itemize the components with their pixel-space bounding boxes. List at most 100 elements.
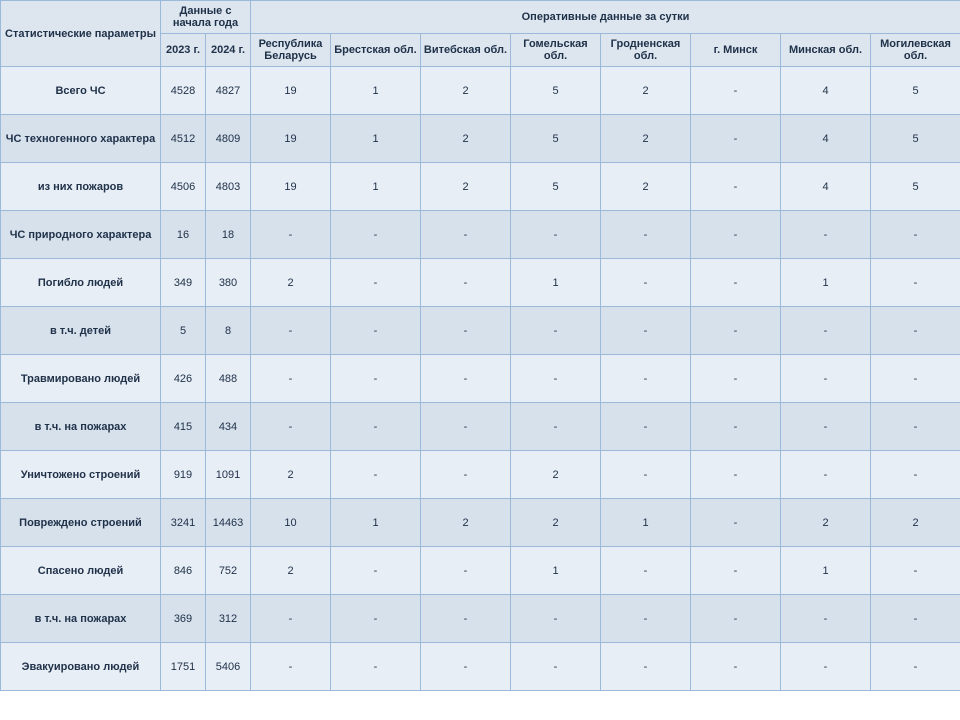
cell-region: - [601,451,691,499]
cell-region: - [511,595,601,643]
cell-region: 5 [511,67,601,115]
cell-year1: 846 [161,547,206,595]
header-year1: 2023 г. [161,34,206,67]
table-row: в т.ч. на пожарах415434-------- [1,403,960,451]
cell-region: - [601,259,691,307]
cell-region: 2 [511,499,601,547]
cell-year2: 1091 [206,451,251,499]
cell-region: - [691,643,781,691]
cell-year2: 8 [206,307,251,355]
cell-region: - [601,547,691,595]
cell-year1: 426 [161,355,206,403]
row-label: Уничтожено строений [1,451,161,499]
cell-year1: 4528 [161,67,206,115]
cell-region: 10 [251,499,331,547]
cell-region: 2 [781,499,871,547]
cell-region: - [601,403,691,451]
table-row: Спасено людей8467522--1--1- [1,547,960,595]
cell-region: - [331,211,421,259]
row-label: Погибло людей [1,259,161,307]
cell-year2: 380 [206,259,251,307]
table-row: Эвакуировано людей17515406-------- [1,643,960,691]
cell-region: - [511,307,601,355]
cell-region: 19 [251,163,331,211]
header-region-0: Республика Беларусь [251,34,331,67]
header-region-5: г. Минск [691,34,781,67]
table-row: Всего ЧС45284827191252-45 [1,67,960,115]
cell-region: - [691,115,781,163]
cell-region: 1 [511,259,601,307]
cell-region: 2 [601,67,691,115]
cell-region: - [251,643,331,691]
table-row: ЧС техногенного характера45124809191252-… [1,115,960,163]
cell-year2: 4809 [206,115,251,163]
cell-year1: 16 [161,211,206,259]
cell-region: - [691,499,781,547]
cell-region: 1 [331,499,421,547]
cell-region: - [331,307,421,355]
cell-region: 1 [331,163,421,211]
cell-year2: 18 [206,211,251,259]
cell-region: - [251,307,331,355]
table-row: из них пожаров45064803191252-45 [1,163,960,211]
cell-year1: 349 [161,259,206,307]
cell-region: - [781,451,871,499]
cell-region: 1 [331,115,421,163]
table-row: ЧС природного характера1618-------- [1,211,960,259]
cell-region: - [331,547,421,595]
table-row: в т.ч. детей58-------- [1,307,960,355]
cell-region: 1 [781,259,871,307]
row-label: в т.ч. детей [1,307,161,355]
cell-year2: 5406 [206,643,251,691]
cell-region: 4 [781,163,871,211]
header-region-6: Минская обл. [781,34,871,67]
row-label: Всего ЧС [1,67,161,115]
header-year2: 2024 г. [206,34,251,67]
cell-region: - [331,451,421,499]
cell-region: - [691,595,781,643]
cell-region: - [601,643,691,691]
cell-region: - [421,547,511,595]
cell-year1: 3241 [161,499,206,547]
cell-region: 1 [511,547,601,595]
table-row: в т.ч. на пожарах369312-------- [1,595,960,643]
cell-region: - [331,595,421,643]
cell-year2: 4827 [206,67,251,115]
cell-region: - [691,547,781,595]
header-year-group: Данные с начала года [161,1,251,34]
cell-region: - [251,595,331,643]
table-body: Всего ЧС45284827191252-45ЧС техногенного… [1,67,960,691]
row-label: Эвакуировано людей [1,643,161,691]
cell-region: 2 [421,163,511,211]
row-label: Спасено людей [1,547,161,595]
cell-year2: 312 [206,595,251,643]
cell-region: - [871,211,960,259]
cell-region: 2 [421,115,511,163]
row-label: Травмировано людей [1,355,161,403]
header-region-4: Гродненская обл. [601,34,691,67]
row-label: ЧС природного характера [1,211,161,259]
cell-region: - [331,403,421,451]
cell-region: 2 [601,115,691,163]
stats-table: Статистические параметры Данные с начала… [0,0,960,691]
cell-region: - [421,643,511,691]
cell-region: - [331,355,421,403]
cell-region: - [511,211,601,259]
cell-region: 2 [601,163,691,211]
cell-year1: 4506 [161,163,206,211]
cell-region: 2 [871,499,960,547]
header-region-2: Витебская обл. [421,34,511,67]
table-header: Статистические параметры Данные с начала… [1,1,960,67]
cell-region: - [421,403,511,451]
table-row: Уничтожено строений91910912--2---- [1,451,960,499]
cell-region: 2 [251,259,331,307]
cell-year2: 488 [206,355,251,403]
cell-region: - [871,643,960,691]
cell-region: - [781,595,871,643]
cell-year1: 5 [161,307,206,355]
cell-region: 1 [601,499,691,547]
cell-region: - [781,307,871,355]
cell-region: - [691,355,781,403]
cell-region: - [781,403,871,451]
cell-region: - [781,355,871,403]
